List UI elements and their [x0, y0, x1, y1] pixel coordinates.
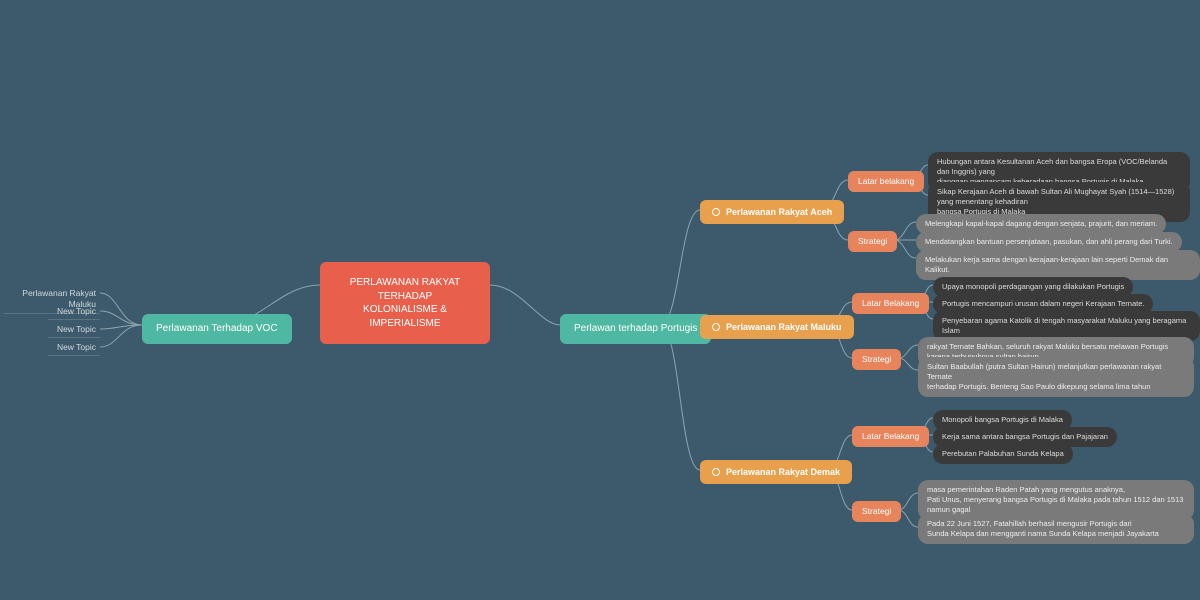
node-maluku-strategi[interactable]: Strategi	[852, 349, 901, 370]
node-aceh-latar[interactable]: Latar belakang	[848, 171, 924, 192]
node-demak-strategi[interactable]: Strategi	[852, 501, 901, 522]
demak-latar-2[interactable]: Perebutan Palabuhan Sunda Kelapa	[933, 444, 1073, 464]
voc-item-1[interactable]: New Topic	[48, 304, 100, 320]
voc-item-2[interactable]: New Topic	[48, 322, 100, 338]
demak-strategi-1[interactable]: Pada 22 Juni 1527, Fatahillah berhasil m…	[918, 514, 1194, 544]
branch-portugis-label: Perlawan terhadap Portugis	[574, 322, 697, 336]
node-maluku[interactable]: Perlawanan Rakyat Maluku	[700, 315, 854, 339]
node-maluku-latar[interactable]: Latar Belakang	[852, 293, 929, 314]
maluku-strategi-1[interactable]: Sultan Baabullah (putra Sultan Hairun) m…	[918, 357, 1194, 397]
root-node[interactable]: PERLAWANAN RAKYAT TERHADAP KOLONIALISME …	[320, 262, 490, 344]
branch-portugis[interactable]: Perlawan terhadap Portugis	[560, 314, 711, 344]
voc-item-3[interactable]: New Topic	[48, 340, 100, 356]
root-title: PERLAWANAN RAKYAT TERHADAP KOLONIALISME …	[336, 276, 474, 330]
node-demak[interactable]: Perlawanan Rakyat Demak	[700, 460, 852, 484]
node-aceh-strategi[interactable]: Strategi	[848, 231, 897, 252]
node-demak-latar[interactable]: Latar Belakang	[852, 426, 929, 447]
aceh-strategi-2[interactable]: Melakukan kerja sama dengan kerajaan-ker…	[916, 250, 1200, 280]
branch-voc[interactable]: Perlawanan Terhadap VOC	[142, 314, 292, 344]
branch-voc-label: Perlawanan Terhadap VOC	[156, 322, 278, 336]
node-aceh[interactable]: Perlawanan Rakyat Aceh	[700, 200, 844, 224]
